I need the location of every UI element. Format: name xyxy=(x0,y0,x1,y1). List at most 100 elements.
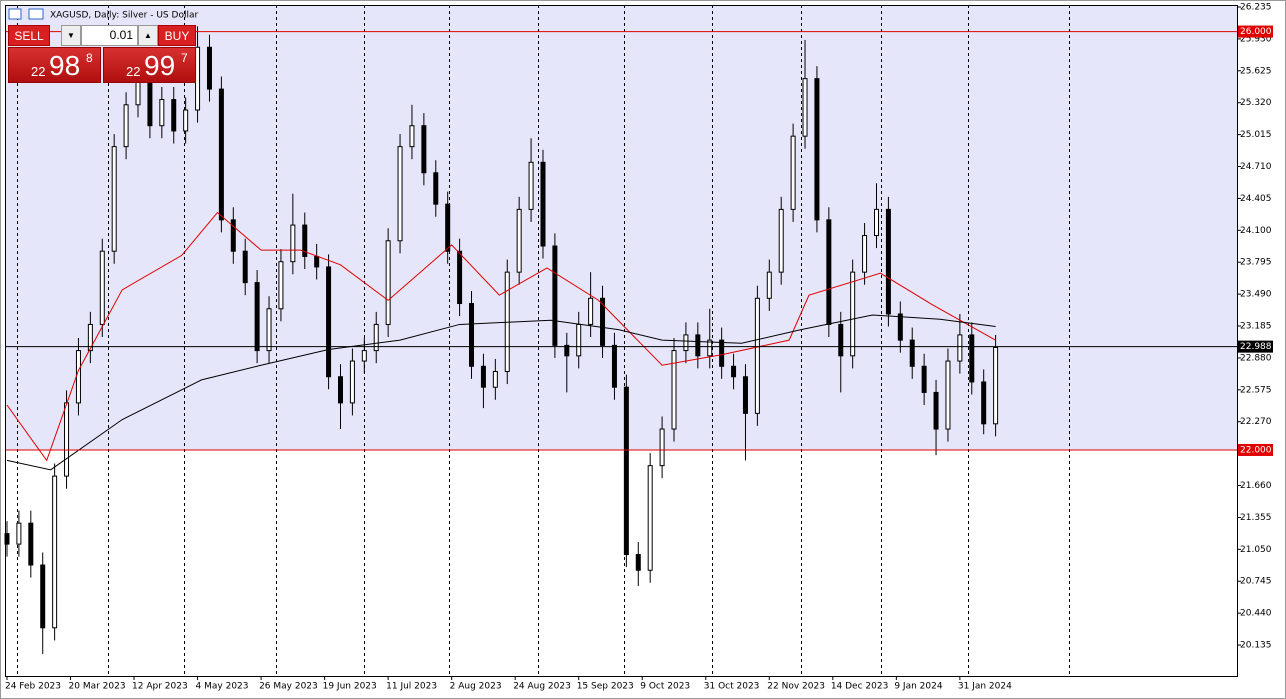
candle-body xyxy=(361,350,367,362)
candle-body xyxy=(99,250,105,325)
candle-body xyxy=(147,78,153,127)
candle-body xyxy=(75,350,81,404)
x-tick-label: 4 May 2023 xyxy=(196,682,249,692)
candle-body xyxy=(302,224,308,257)
candle-body xyxy=(64,402,70,477)
candle-body xyxy=(492,371,498,388)
x-tick-label: 15 Sep 2023 xyxy=(577,682,634,692)
y-tick-label: 20.745 xyxy=(1240,577,1272,587)
candle-body xyxy=(349,360,355,404)
candle-body xyxy=(480,365,486,388)
x-tick-label: 14 Dec 2023 xyxy=(831,682,889,692)
candle-body xyxy=(242,250,248,284)
y-tick-label: 23.185 xyxy=(1240,322,1272,332)
candle-body xyxy=(814,78,820,221)
y-tick-label: 20.135 xyxy=(1240,641,1272,651)
y-tick-label: 24.710 xyxy=(1240,162,1272,172)
y-tick-label: 25.320 xyxy=(1240,98,1272,108)
x-tick-label: 9 Oct 2023 xyxy=(640,682,690,692)
x-tick-label: 31 Oct 2023 xyxy=(704,682,760,692)
candle-body xyxy=(469,303,475,367)
candle-body xyxy=(183,109,189,132)
lot-input[interactable]: 0.01 xyxy=(81,25,138,46)
candle-body xyxy=(933,391,939,430)
candle-body xyxy=(326,266,332,378)
x-tick-label: 11 Jul 2023 xyxy=(386,682,437,692)
level-label: 22.000 xyxy=(1240,445,1272,455)
buy-button[interactable]: BUY xyxy=(158,25,196,46)
candle-body xyxy=(611,344,617,388)
y-tick-label: 25.930 xyxy=(1240,34,1272,44)
candle-body xyxy=(600,297,606,346)
x-tick-label: 12 Apr 2023 xyxy=(132,682,188,692)
candle-body xyxy=(993,346,999,425)
candle-body xyxy=(87,323,93,352)
sell-button[interactable]: SELL xyxy=(8,25,50,46)
candle-body xyxy=(742,376,748,414)
plot-border xyxy=(5,5,1238,677)
x-tick-label: 20 Mar 2023 xyxy=(69,682,126,692)
bid-big: 22 xyxy=(31,64,46,79)
candle-body xyxy=(564,344,570,357)
lot-down[interactable]: ▼ xyxy=(61,25,81,46)
candle-body xyxy=(850,271,856,357)
y-tick-label: 23.490 xyxy=(1240,290,1272,300)
candle-body xyxy=(28,522,34,566)
bid-sup: 8 xyxy=(86,51,93,65)
y-tick-label: 23.795 xyxy=(1240,258,1272,268)
ask-price[interactable]: 22 99 7 xyxy=(103,47,196,83)
candle-body xyxy=(957,334,963,362)
candle-body xyxy=(683,334,689,352)
y-tick-label: 25.625 xyxy=(1240,66,1272,76)
candle-body xyxy=(659,428,665,467)
moving-average xyxy=(6,314,996,471)
candle-body xyxy=(981,381,987,425)
candle-body xyxy=(552,245,558,346)
candle-body xyxy=(766,271,772,299)
candle-body xyxy=(707,339,713,357)
candle-body xyxy=(385,240,391,325)
ask-big: 22 xyxy=(126,64,141,79)
candle-body xyxy=(421,125,427,174)
period-separators xyxy=(17,5,1070,676)
candle-body xyxy=(778,208,784,273)
candle-body xyxy=(195,46,201,111)
candle-body xyxy=(457,250,463,305)
chart-title: XAGUSD, Daily: Silver - US Dollar xyxy=(50,11,198,21)
candle-body xyxy=(159,99,165,127)
candle-body xyxy=(635,554,641,571)
candle-body xyxy=(218,88,224,221)
lot-up[interactable]: ▲ xyxy=(138,25,158,46)
candle-body xyxy=(921,365,927,393)
candle-body xyxy=(647,465,653,571)
candle-body xyxy=(4,533,10,545)
candle-body xyxy=(540,161,546,247)
x-tick-label: 2 Aug 2023 xyxy=(450,682,502,692)
menu-icon[interactable] xyxy=(8,8,22,20)
candle-body xyxy=(516,208,522,273)
y-tick-label: 22.880 xyxy=(1240,353,1272,363)
candle-body xyxy=(826,219,832,325)
candle-body xyxy=(909,339,915,367)
level-label-box xyxy=(1238,25,1273,38)
candle-body xyxy=(885,208,891,315)
level-label-box xyxy=(1238,340,1273,353)
candle-body xyxy=(290,224,296,263)
candle-body xyxy=(969,334,975,383)
y-tick-label: 26.235 xyxy=(1240,2,1272,12)
candle-body xyxy=(278,261,284,310)
bid-main: 98 xyxy=(49,50,81,81)
candle-body xyxy=(123,104,129,148)
candle-body xyxy=(111,146,117,252)
candle-body xyxy=(40,564,46,629)
y-tick-label: 24.100 xyxy=(1240,226,1272,236)
candle-body xyxy=(790,135,796,210)
chart-icon[interactable] xyxy=(28,8,44,20)
y-tick-label: 21.050 xyxy=(1240,545,1272,555)
candle-body xyxy=(52,475,58,629)
candle-body xyxy=(171,99,177,132)
candle-body xyxy=(16,522,22,545)
bid-price[interactable]: 22 98 8 xyxy=(8,47,101,83)
y-tick-label: 22.270 xyxy=(1240,417,1272,427)
